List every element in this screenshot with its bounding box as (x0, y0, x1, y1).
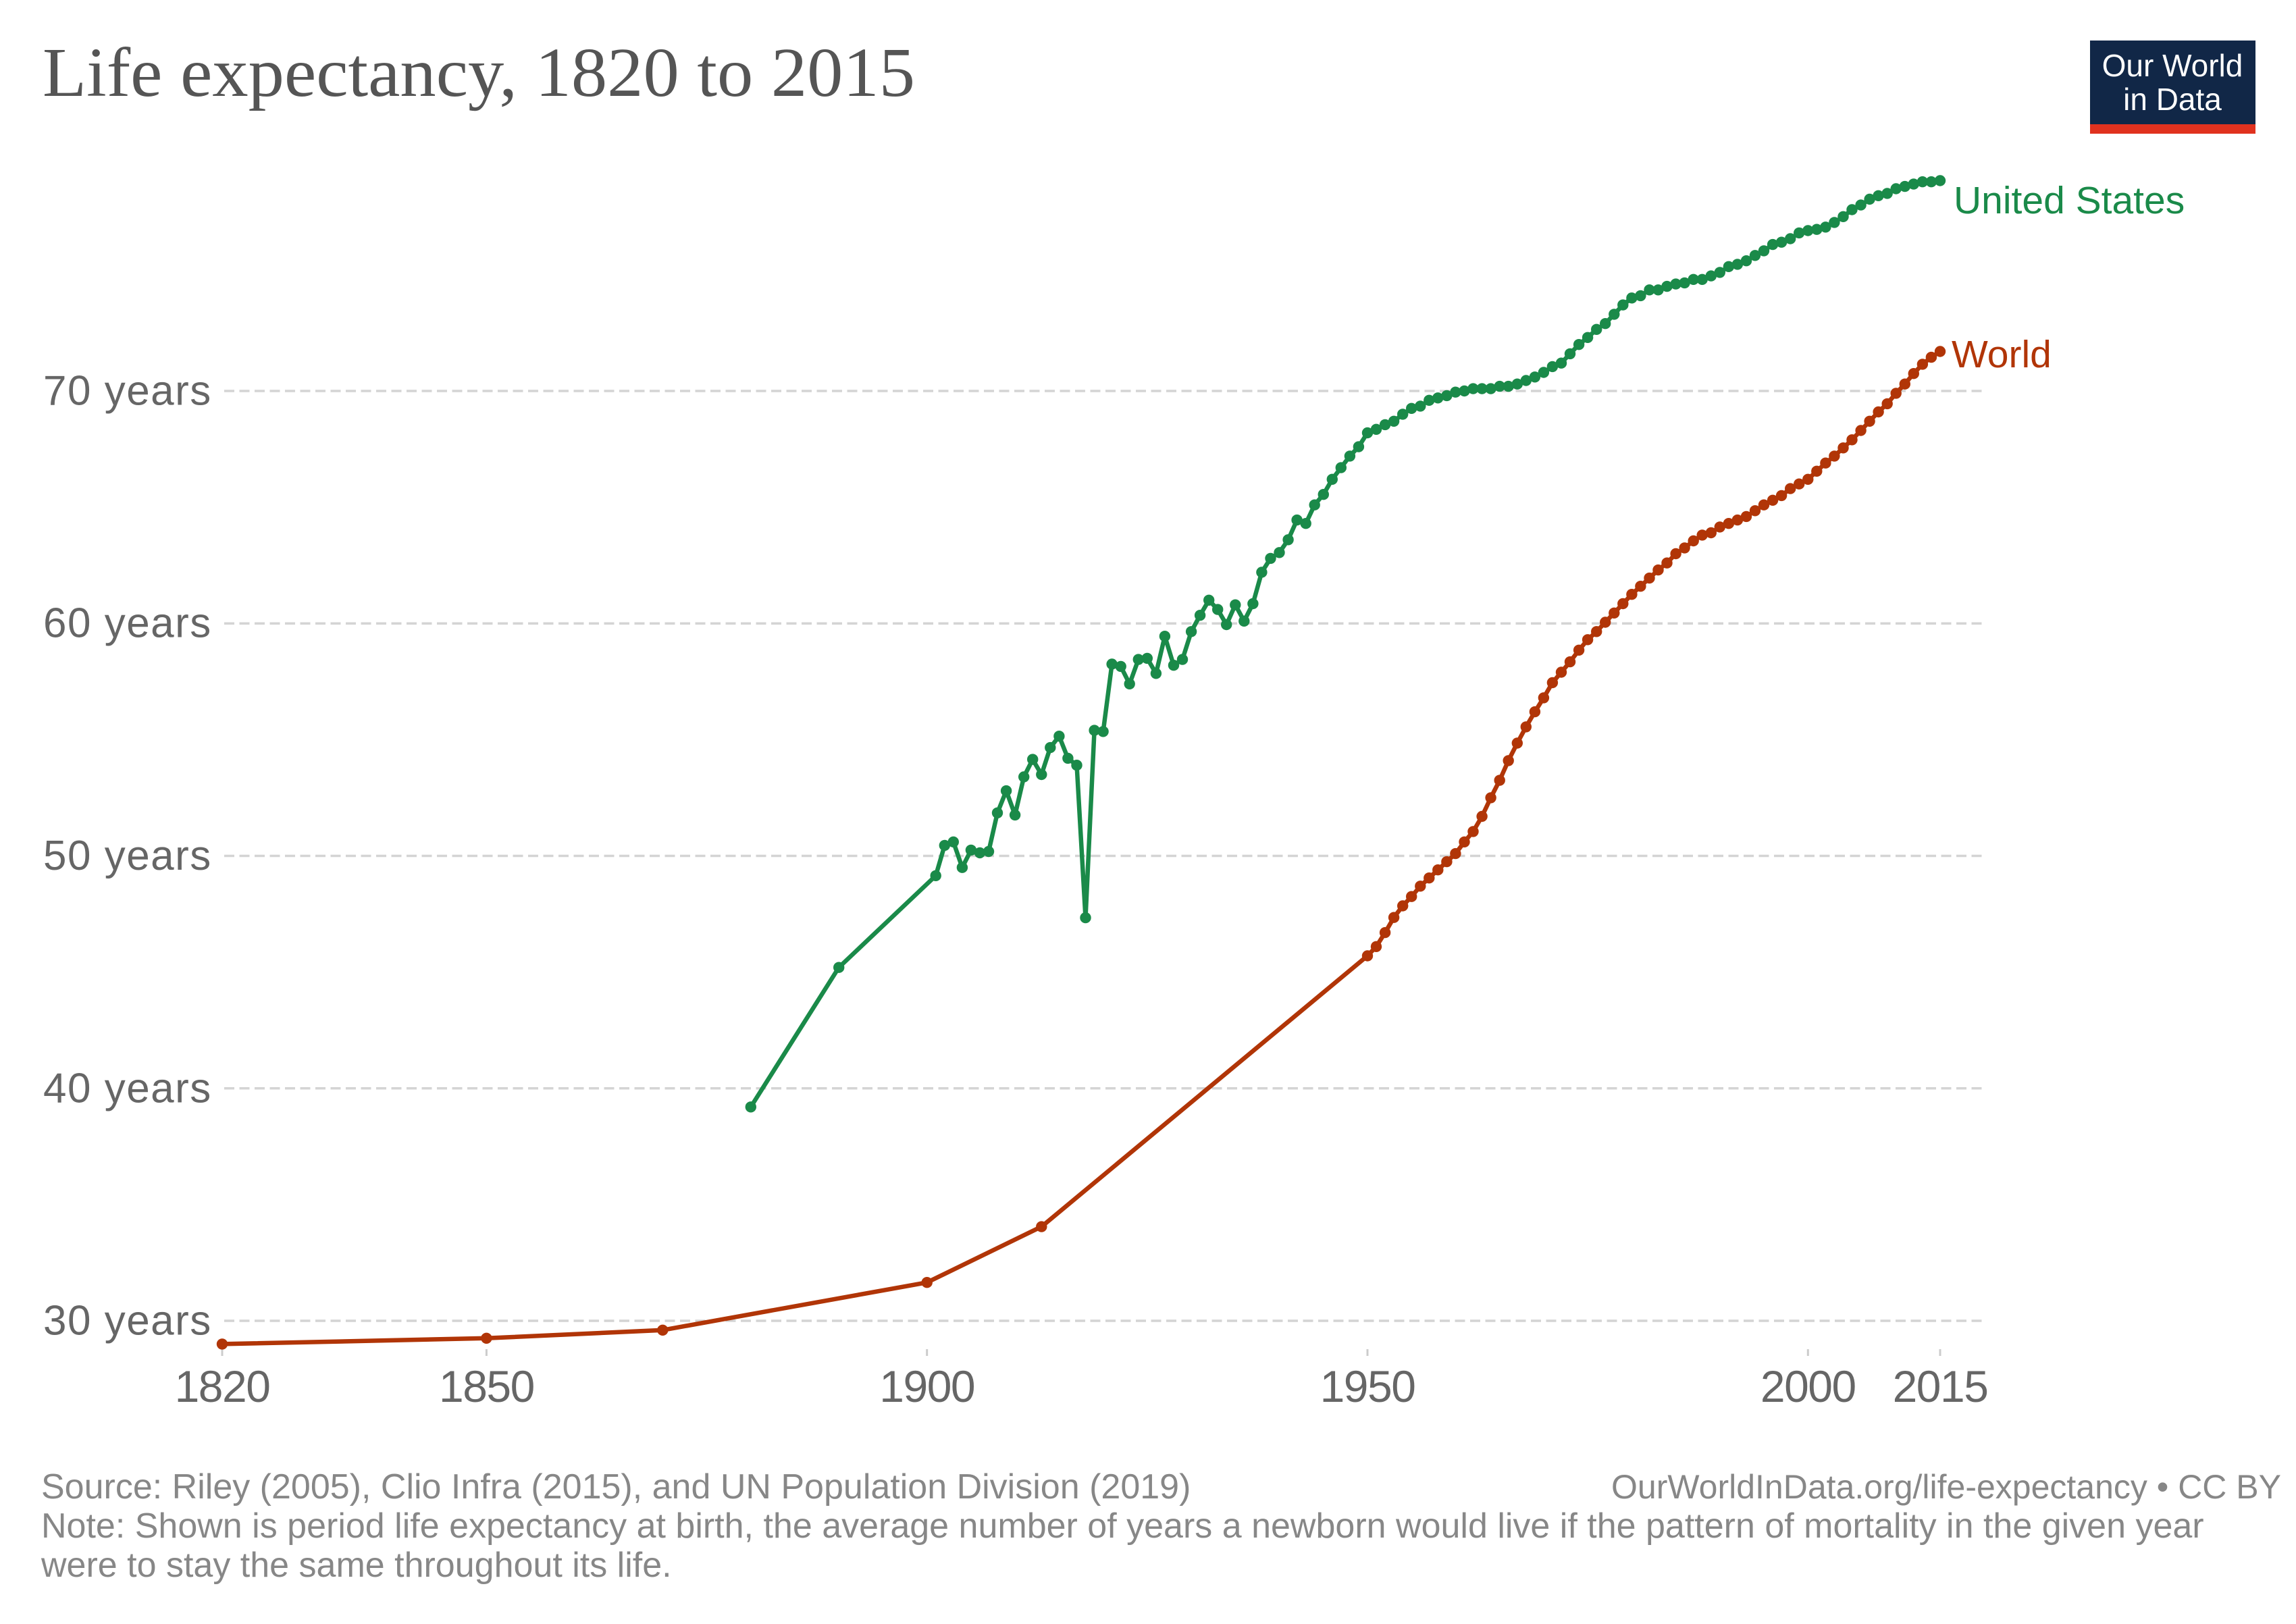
svg-text:1850: 1850 (439, 1361, 534, 1411)
svg-text:70 years: 70 years (43, 368, 212, 415)
svg-text:Our World: Our World (2102, 48, 2243, 83)
svg-text:2015: 2015 (1893, 1361, 1988, 1411)
svg-text:United States: United States (1954, 179, 2185, 222)
svg-text:50 years: 50 years (43, 833, 212, 879)
svg-text:OurWorldInData.org/life-expect: OurWorldInData.org/life-expectancy • CC … (1611, 1468, 2281, 1506)
svg-text:2000: 2000 (1760, 1361, 1856, 1411)
svg-text:were to stay the same througho: were to stay the same throughout its lif… (41, 1546, 672, 1585)
svg-text:30 years: 30 years (43, 1298, 212, 1344)
svg-text:1820: 1820 (175, 1361, 270, 1411)
svg-text:Source: Riley (2005), Clio Inf: Source: Riley (2005), Clio Infra (2015),… (41, 1467, 1191, 1507)
svg-text:40 years: 40 years (43, 1065, 212, 1111)
svg-text:1900: 1900 (879, 1361, 974, 1411)
svg-text:60 years: 60 years (43, 600, 212, 647)
svg-text:Note: Shown is period life exp: Note: Shown is period life expectancy at… (41, 1507, 2204, 1546)
svg-text:in Data: in Data (2123, 82, 2222, 117)
svg-text:Life expectancy, 1820 to 2015: Life expectancy, 1820 to 2015 (43, 34, 915, 111)
svg-text:1950: 1950 (1320, 1361, 1415, 1411)
svg-text:World: World (1952, 333, 2052, 376)
